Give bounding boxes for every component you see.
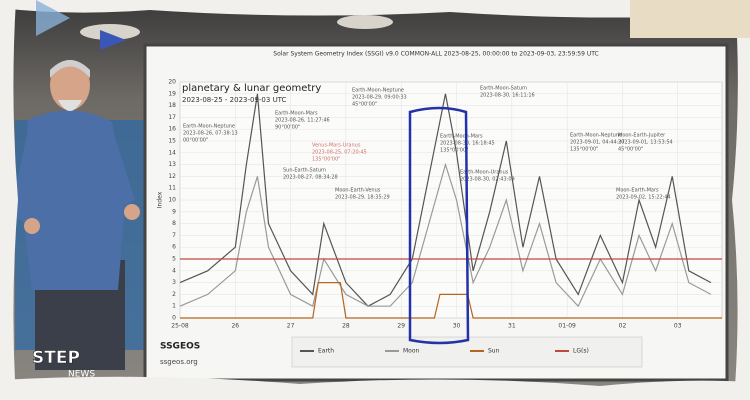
logo-bottom: NEWS — [68, 370, 95, 380]
data-line — [179, 162, 712, 308]
y-axis-label: Index — [157, 191, 164, 208]
chart-subtitle: planetary & lunar geometry — [182, 83, 321, 94]
x-tick-label: 02 — [619, 323, 627, 330]
annotation: 135°00'00" — [440, 148, 468, 154]
y-tick-label: 19 — [168, 90, 176, 97]
y-tick-label: 2 — [172, 291, 176, 298]
annotation: 90°00'00" — [275, 125, 300, 131]
y-tick-label: 3 — [172, 279, 176, 286]
x-tick-label: 01-09 — [558, 323, 576, 330]
annotation: 135°00'00" — [312, 157, 340, 163]
x-tick-label: 03 — [674, 323, 682, 330]
annotation: 45°00'00" — [352, 102, 377, 108]
annotation: Earth-Moon-Mars — [440, 134, 483, 140]
y-tick-label: 1 — [172, 303, 176, 310]
annotation: Earth-Moon-Neptune — [352, 88, 404, 94]
x-tick-label: 28 — [342, 323, 350, 330]
y-tick-label: 17 — [168, 114, 176, 121]
y-tick-label: 7 — [172, 232, 176, 239]
annotation: 2023-08-29, 18:35:29 — [335, 195, 390, 201]
y-tick-label: 0 — [172, 315, 176, 322]
annotation: 2023-08-26, 11:27:46 — [275, 118, 330, 124]
paper-edge — [732, 0, 750, 400]
annotation: Venus-Mars-Uranus — [312, 143, 361, 149]
annotation: 2023-09-02, 15:22:44 — [616, 195, 671, 201]
y-tick-label: 6 — [172, 244, 176, 251]
annotation: Earth-Moon-Neptune — [570, 133, 622, 139]
legend-box — [291, 336, 643, 368]
annotation: Moon-Earth-Jupiter — [618, 133, 666, 139]
y-tick-label: 4 — [172, 267, 176, 274]
x-tick-label: 26 — [231, 323, 239, 330]
play-arrow — [100, 30, 126, 50]
annotation: Earth-Moon-Saturn — [480, 86, 527, 92]
annotation: 2023-08-29, 09:00:33 — [352, 95, 407, 101]
annotation: 2023-08-26, 07:38:13 — [183, 131, 238, 137]
logo-top: STEP — [32, 348, 80, 368]
y-tick-label: 10 — [168, 197, 176, 204]
ceiling-light — [337, 15, 393, 29]
annotation: 135°00'00" — [570, 147, 598, 153]
annotation: Earth-Moon-Mars — [275, 111, 318, 117]
annotation: 2023-08-25, 07:20:45 — [312, 150, 367, 156]
x-tick-label: 31 — [508, 323, 516, 330]
x-tick-label: 25-08 — [171, 323, 189, 330]
annotation: Sun-Earth-Saturn — [283, 168, 326, 174]
paper-scrap — [630, 0, 750, 38]
y-tick-label: 9 — [172, 208, 176, 215]
y-tick-label: 14 — [168, 149, 176, 156]
paper-edge — [0, 376, 750, 400]
y-tick-label: 8 — [172, 220, 176, 227]
paper-edge — [0, 0, 18, 400]
ceiling-light — [80, 24, 140, 40]
y-tick-label: 15 — [168, 138, 176, 145]
y-tick-label: 12 — [168, 173, 176, 180]
annotation: 45°00'00" — [618, 147, 643, 153]
data-line — [179, 93, 712, 307]
annotation: 2023-09-01, 04:44:37 — [570, 140, 625, 146]
annotation: 2023-09-01, 13:53:54 — [618, 140, 673, 146]
annotation: Earth-Moon-Neptune — [183, 124, 235, 130]
legend-label: Moon — [403, 348, 420, 355]
footer-brand: SSGEOS — [160, 342, 200, 352]
annotation: 2023-08-27, 08:34:28 — [283, 175, 338, 181]
presenter — [10, 60, 140, 370]
annotation: 2023-08-30, 02:43:09 — [460, 177, 515, 183]
legend-label: Earth — [318, 348, 334, 355]
x-tick-label: 29 — [397, 323, 405, 330]
y-tick-label: 13 — [168, 161, 176, 168]
annotation: Moon-Earth-Venus — [335, 188, 381, 194]
legend-label: LG(s) — [573, 348, 589, 355]
play-arrow — [36, 0, 70, 36]
highlight-loop — [408, 106, 470, 345]
y-tick-label: 16 — [168, 126, 176, 133]
y-tick-label: 18 — [168, 102, 176, 109]
data-line — [180, 282, 722, 319]
date-range: 2023-08-25 - 2023-09-03 UTC — [182, 96, 287, 104]
annotation: 2023-08-30, 16:11:16 — [480, 93, 535, 99]
legend-label: Sun — [488, 348, 500, 355]
y-tick-label: 11 — [168, 185, 176, 192]
y-tick-label: 5 — [172, 256, 176, 263]
x-tick-label: 30 — [453, 323, 461, 330]
annotation: Moon-Earth-Mars — [616, 188, 659, 194]
y-tick-label: 20 — [168, 79, 176, 86]
paper-edge — [0, 0, 750, 18]
x-tick-label: 27 — [287, 323, 295, 330]
annotation: 00°00'00" — [183, 138, 208, 144]
chart-title: Solar System Geometry Index (SSGI) v9.0 … — [273, 51, 598, 58]
annotation: Earth-Moon-Uranus — [460, 170, 509, 176]
footer-site: ssgeos.org — [160, 358, 198, 366]
